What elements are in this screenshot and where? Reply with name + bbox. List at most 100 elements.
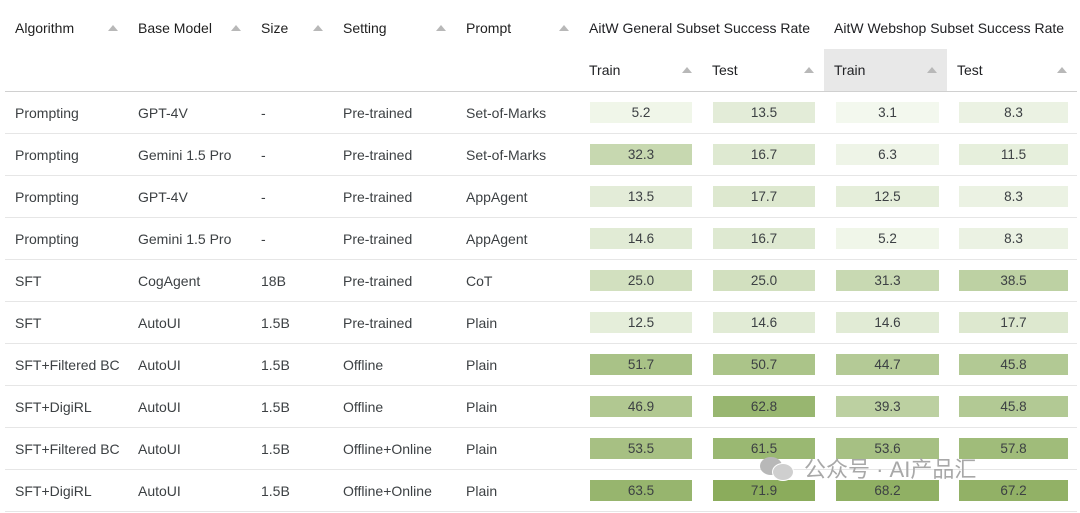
cell-prompt: Set-of-Marks (466, 146, 547, 163)
cell-setting: Offline+Online (343, 482, 432, 499)
col-header-general-train[interactable]: Train (579, 49, 702, 91)
cell-webshop-test: 8.3 (959, 102, 1068, 123)
cell-algorithm: SFT+DigiRL (15, 398, 92, 415)
cell-webshop-train: 53.6 (836, 438, 939, 459)
col-header-general-train-label: Train (589, 62, 621, 78)
sort-arrow-icon[interactable] (804, 67, 814, 73)
cell-base-model: Gemini 1.5 Pro (138, 230, 232, 247)
cell-setting: Offline (343, 356, 384, 373)
cell-general-train: 5.2 (590, 102, 692, 123)
header-row-1: Algorithm Base Model Size Setting Prompt… (5, 7, 1077, 49)
cell-base-model: Gemini 1.5 Pro (138, 146, 232, 163)
cell-setting: Pre-trained (343, 272, 413, 289)
table-row: SFT+DigiRL AutoUI 1.5B Offline+Online Plain 6… (5, 470, 1077, 512)
table-row: SFT CogAgent 18B Pre-trained CoT 25.0 25.0 31.3… (5, 260, 1077, 302)
cell-general-test: 61.5 (713, 438, 815, 459)
cell-general-test: 62.8 (713, 396, 815, 417)
cell-prompt: Plain (466, 482, 498, 499)
col-header-algorithm[interactable]: Algorithm (5, 7, 128, 49)
cell-prompt: Set-of-Marks (466, 104, 547, 121)
sort-arrow-icon[interactable] (1057, 67, 1067, 73)
col-header-algorithm-label: Algorithm (15, 20, 75, 36)
cell-webshop-train: 6.3 (836, 144, 939, 165)
cell-size: 1.5B (261, 356, 290, 373)
cell-webshop-train: 68.2 (836, 480, 939, 501)
sort-arrow-icon[interactable] (108, 25, 118, 31)
cell-general-train: 12.5 (590, 312, 692, 333)
cell-general-train: 25.0 (590, 270, 692, 291)
cell-general-train: 14.6 (590, 228, 692, 249)
sort-arrow-icon[interactable] (682, 67, 692, 73)
col-header-base-model[interactable]: Base Model (128, 7, 251, 49)
col-header-webshop-train-label: Train (834, 62, 866, 78)
col-header-size[interactable]: Size (251, 7, 333, 49)
cell-webshop-test: 38.5 (959, 270, 1068, 291)
group-header-webshop: AitW Webshop Subset Success Rate (834, 20, 1065, 36)
cell-setting: Pre-trained (343, 104, 413, 121)
cell-prompt: Plain (466, 314, 498, 331)
col-header-base-model-label: Base Model (138, 20, 212, 36)
cell-algorithm: SFT+Filtered BC (15, 440, 120, 457)
col-header-setting[interactable]: Setting (333, 7, 456, 49)
cell-setting: Pre-trained (343, 314, 413, 331)
cell-setting: Pre-trained (343, 188, 413, 205)
sort-arrow-icon[interactable] (927, 67, 937, 73)
col-header-prompt[interactable]: Prompt (456, 7, 579, 49)
sort-arrow-icon[interactable] (436, 25, 446, 31)
table-row: Prompting GPT-4V - Pre-trained Set-of-Marks 5… (5, 92, 1077, 134)
col-header-general-test[interactable]: Test (702, 49, 824, 91)
cell-prompt: CoT (466, 272, 493, 289)
cell-algorithm: Prompting (15, 104, 79, 121)
cell-webshop-train: 14.6 (836, 312, 939, 333)
cell-setting: Pre-trained (343, 146, 413, 163)
col-header-webshop-train[interactable]: Train (824, 49, 947, 91)
table-row: SFT+DigiRL AutoUI 1.5B Offline Plain 46.9 62.8… (5, 386, 1077, 428)
cell-webshop-train: 31.3 (836, 270, 939, 291)
cell-webshop-test: 8.3 (959, 186, 1068, 207)
col-header-size-label: Size (261, 20, 289, 36)
table-row: Prompting Gemini 1.5 Pro - Pre-trained AppAg… (5, 218, 1077, 260)
cell-prompt: AppAgent (466, 188, 528, 205)
cell-size: 18B (261, 272, 286, 289)
cell-webshop-train: 3.1 (836, 102, 939, 123)
cell-algorithm: SFT+Filtered BC (15, 356, 120, 373)
table-row: SFT+Filtered BC AutoUI 1.5B Offline Plain 51.… (5, 344, 1077, 386)
col-header-setting-label: Setting (343, 20, 387, 36)
cell-webshop-test: 67.2 (959, 480, 1068, 501)
table-row: SFT+Filtered BC AutoUI 1.5B Offline+Online P… (5, 428, 1077, 470)
cell-general-train: 32.3 (590, 144, 692, 165)
cell-algorithm: Prompting (15, 230, 79, 247)
cell-base-model: AutoUI (138, 440, 181, 457)
col-header-webshop-test[interactable]: Test (947, 49, 1077, 91)
sort-arrow-icon[interactable] (313, 25, 323, 31)
cell-setting: Pre-trained (343, 230, 413, 247)
cell-general-test: 13.5 (713, 102, 815, 123)
table-row: Prompting GPT-4V - Pre-trained AppAgent 13.5 1… (5, 176, 1077, 218)
cell-webshop-test: 17.7 (959, 312, 1068, 333)
table-body: Prompting GPT-4V - Pre-trained Set-of-Marks 5… (5, 92, 1077, 512)
cell-prompt: Plain (466, 440, 498, 457)
cell-general-test: 50.7 (713, 354, 815, 375)
cell-webshop-test: 8.3 (959, 228, 1068, 249)
cell-general-train: 13.5 (590, 186, 692, 207)
col-header-prompt-label: Prompt (466, 20, 512, 36)
wechat-icon (760, 455, 794, 481)
group-header-general: AitW General Subset Success Rate (589, 20, 810, 36)
table-row: Prompting Gemini 1.5 Pro - Pre-trained Set-o… (5, 134, 1077, 176)
sort-arrow-icon[interactable] (231, 25, 241, 31)
cell-algorithm: SFT (15, 314, 42, 331)
cell-base-model: AutoUI (138, 314, 181, 331)
cell-general-test: 16.7 (713, 228, 815, 249)
cell-setting: Offline+Online (343, 440, 432, 457)
cell-base-model: AutoUI (138, 398, 181, 415)
watermark: 公众号 · AI产品汇 (760, 452, 976, 484)
cell-base-model: GPT-4V (138, 188, 188, 205)
cell-general-test: 71.9 (713, 480, 815, 501)
cell-general-train: 53.5 (590, 438, 692, 459)
cell-general-test: 16.7 (713, 144, 815, 165)
cell-algorithm: Prompting (15, 188, 79, 205)
cell-algorithm: Prompting (15, 146, 79, 163)
watermark-text: 公众号 · AI产品汇 (804, 457, 977, 482)
cell-base-model: AutoUI (138, 356, 181, 373)
sort-arrow-icon[interactable] (559, 25, 569, 31)
